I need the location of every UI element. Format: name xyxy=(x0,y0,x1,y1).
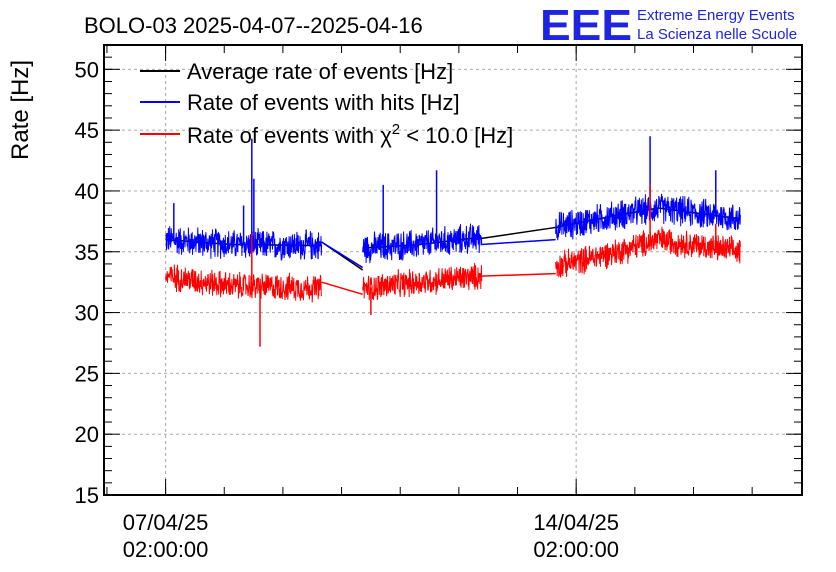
series-2-segment-1 xyxy=(362,262,483,301)
plot-frame xyxy=(103,44,803,496)
y-tick-label-50: 50 xyxy=(75,57,99,82)
x-tick-label-0-time: 02:00:00 xyxy=(123,537,209,562)
legend-label-chi2-tail: < 10.0 [Hz] xyxy=(400,123,513,148)
x-tick-label-0-date: 07/04/25 xyxy=(123,510,209,535)
axes: 152025303540455007/04/2502:00:0014/04/25… xyxy=(75,44,803,562)
logo-letters: EEE xyxy=(540,1,632,50)
y-tick-label-45: 45 xyxy=(75,118,99,143)
legend-entry-average: Average rate of events [Hz] xyxy=(140,59,453,84)
series-2-bridge-1 xyxy=(481,272,556,277)
series-0-bridge-1 xyxy=(481,226,556,240)
series-1-bridge-0 xyxy=(321,241,364,269)
legend-label-average: Average rate of events [Hz] xyxy=(187,59,453,84)
series-2-segment-0 xyxy=(165,264,323,303)
y-tick-label-15: 15 xyxy=(75,483,99,508)
legend-label-chi2-sup: 2 xyxy=(392,121,400,138)
series-2-bridge-0 xyxy=(321,281,363,296)
x-tick-label-1-date: 14/04/25 xyxy=(533,510,619,535)
series-2 xyxy=(165,184,741,347)
series-1-bridge-1 xyxy=(481,238,556,246)
legend-label-chi2: Rate of events with χ2 < 10.0 [Hz] xyxy=(187,121,513,148)
plot-area xyxy=(165,136,741,347)
legend: Average rate of events [Hz] Rate of even… xyxy=(140,59,513,148)
series-1-segment-2 xyxy=(555,193,741,241)
y-tick-label-40: 40 xyxy=(75,179,99,204)
y-tick-label-20: 20 xyxy=(75,422,99,447)
chart-title: BOLO-03 2025-04-07--2025-04-16 xyxy=(84,13,423,38)
legend-label-hits: Rate of events with hits [Hz] xyxy=(187,90,460,115)
logo-line1: Extreme Energy Events xyxy=(637,7,795,24)
x-tick-label-1-time: 02:00:00 xyxy=(533,537,619,562)
y-tick-label-25: 25 xyxy=(75,361,99,386)
series-1 xyxy=(165,136,741,269)
y-tick-label-35: 35 xyxy=(75,240,99,265)
logo-line2: La Scienza nelle Scuole xyxy=(637,26,797,43)
legend-label-chi2-main: Rate of events with χ xyxy=(187,123,392,148)
eee-logo: EEE Extreme Energy Events La Scienza nel… xyxy=(540,1,797,50)
y-axis-label: Rate [Hz] xyxy=(7,60,34,160)
legend-entry-hits: Rate of events with hits [Hz] xyxy=(140,90,460,115)
series-2-segment-2 xyxy=(555,226,741,278)
legend-entry-chi2: Rate of events with χ2 < 10.0 [Hz] xyxy=(140,121,513,148)
y-tick-label-30: 30 xyxy=(75,301,99,326)
